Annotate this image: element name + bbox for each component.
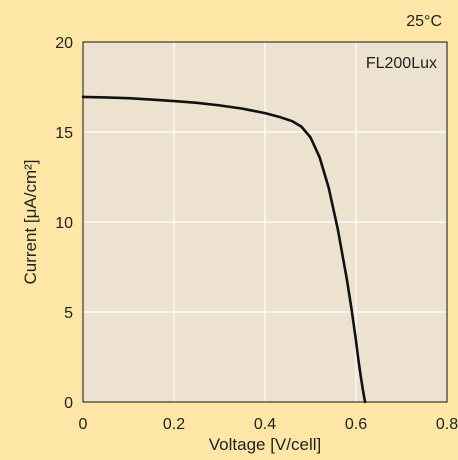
plot-frame xyxy=(82,41,448,403)
x-axis-title: Voltage [V/cell] xyxy=(209,435,321,454)
tick-labels: 0 0.2 0.4 0.6 0.8 0 5 10 15 20 xyxy=(55,35,458,433)
x-tick-label-0: 0 xyxy=(79,416,88,433)
y-tick-label-3: 15 xyxy=(55,125,73,142)
y-tick-label-4: 20 xyxy=(55,35,73,52)
y-tick-label-2: 10 xyxy=(55,215,73,232)
x-tick-label-2: 0.4 xyxy=(254,416,276,433)
y-tick-label-0: 0 xyxy=(64,395,73,412)
y-tick-label-1: 5 xyxy=(64,305,73,322)
series-annotation: FL200Lux xyxy=(366,55,437,72)
temperature-annotation: 25°C xyxy=(406,13,442,30)
x-tick-label-4: 0.8 xyxy=(436,416,458,433)
x-tick-label-3: 0.6 xyxy=(345,416,367,433)
x-tick-label-1: 0.2 xyxy=(163,416,185,433)
iv-curve-line xyxy=(81,95,367,404)
y-axis-title: Current [μA/cm²] xyxy=(21,159,40,284)
